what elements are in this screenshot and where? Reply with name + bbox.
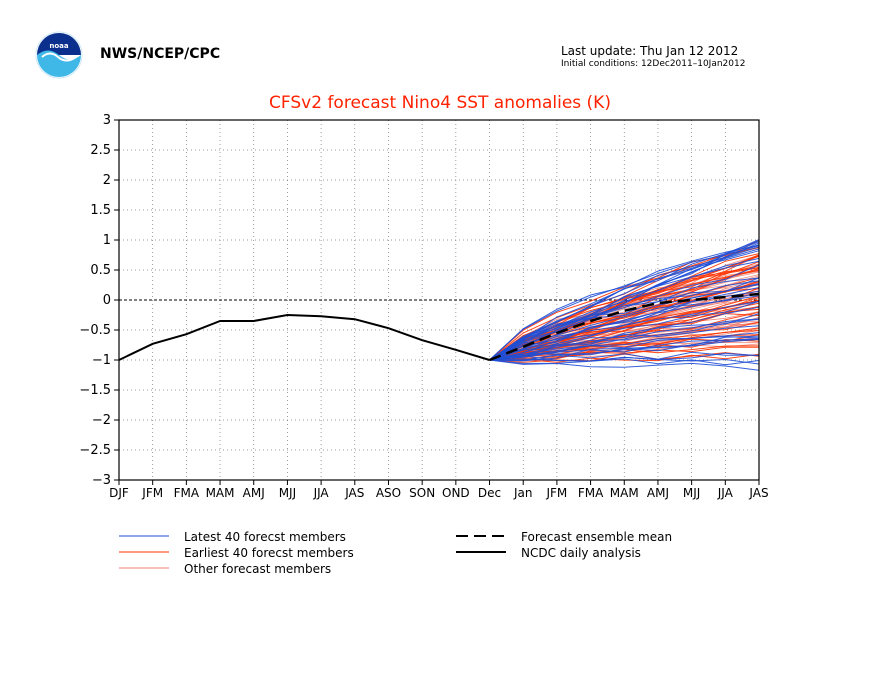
x-tick-label: JFM bbox=[141, 486, 163, 500]
y-tick-label: −1.5 bbox=[79, 383, 111, 398]
ensemble-member-line bbox=[489, 245, 760, 361]
ensemble-member-line bbox=[489, 332, 760, 361]
analysis-line bbox=[118, 313, 490, 361]
y-tick-label: −3 bbox=[92, 473, 111, 488]
y-tick-label: 0.5 bbox=[90, 263, 111, 278]
y-tick-label: −2.5 bbox=[79, 443, 111, 458]
x-tick-label: MJJ bbox=[279, 486, 296, 500]
svg-text:noaa: noaa bbox=[49, 42, 69, 50]
x-tick-label: JJA bbox=[313, 486, 330, 500]
ensemble-member-line bbox=[489, 244, 760, 361]
legend-label: Earliest 40 forecst members bbox=[184, 546, 354, 560]
x-tick-label: DJF bbox=[109, 486, 129, 500]
x-tick-label: MAM bbox=[610, 486, 639, 500]
x-tick-label: OND bbox=[442, 486, 470, 500]
ensemble-member-line bbox=[489, 300, 760, 361]
x-tick-label: JAS bbox=[748, 486, 768, 500]
ensemble-member-line bbox=[489, 287, 760, 361]
ensemble-member-line bbox=[489, 351, 760, 361]
x-tick-label: FMA bbox=[174, 486, 200, 500]
ensemble-member-line bbox=[489, 359, 760, 371]
x-tick-label: Dec bbox=[478, 486, 501, 500]
y-tick-label: 1 bbox=[103, 233, 111, 248]
member-group bbox=[489, 239, 760, 371]
ensemble-member-line bbox=[489, 295, 760, 361]
plot-frame bbox=[118, 119, 760, 481]
legend-label: Forecast ensemble mean bbox=[521, 530, 672, 544]
ensemble-member-line bbox=[489, 277, 760, 361]
x-tick-label: FMA bbox=[578, 486, 604, 500]
initial-conditions-label: Initial conditions: 12Dec2011–10Jan2012 bbox=[561, 59, 746, 69]
y-tick-label: 2.5 bbox=[90, 143, 111, 158]
y-tick-label: 0 bbox=[103, 293, 111, 308]
ensemble-member-line bbox=[489, 283, 760, 361]
ensemble-member-line bbox=[489, 318, 760, 361]
x-tick-label: JFM bbox=[545, 486, 567, 500]
x-tick-label: Jan bbox=[513, 486, 533, 500]
last-update-label: Last update: Thu Jan 12 2012 bbox=[561, 44, 739, 58]
ensemble-mean-line bbox=[489, 292, 760, 362]
x-tick-label: JJA bbox=[717, 486, 734, 500]
ensemble-member-line bbox=[489, 336, 760, 361]
x-tick-label: MJJ bbox=[683, 486, 700, 500]
ensemble-member-line bbox=[489, 260, 760, 361]
noaa-logo-icon: noaa bbox=[35, 31, 83, 79]
x-tick-label: MAM bbox=[206, 486, 235, 500]
x-tick-label: ASO bbox=[376, 486, 401, 500]
org-label: NWS/NCEP/CPC bbox=[100, 46, 221, 62]
y-tick-label: −0.5 bbox=[79, 323, 111, 338]
legend-label: NCDC daily analysis bbox=[521, 546, 641, 560]
y-tick-label: 3 bbox=[103, 113, 111, 128]
x-tick-label: AMJ bbox=[243, 486, 265, 500]
y-tick-label: 1.5 bbox=[90, 203, 111, 218]
x-tick-label: JAS bbox=[344, 486, 364, 500]
legend-label: Other forecast members bbox=[184, 562, 331, 576]
ensemble-member-line bbox=[489, 352, 760, 362]
ensemble-member-line bbox=[489, 358, 760, 366]
legend-label: Latest 40 forecst members bbox=[184, 530, 346, 544]
ensemble-member-line bbox=[489, 306, 760, 361]
x-tick-label: AMJ bbox=[647, 486, 669, 500]
ensemble-member-line bbox=[489, 242, 760, 361]
chart-title: CFSv2 forecast Nino4 SST anomalies (K) bbox=[269, 93, 611, 113]
x-tick-label: SON bbox=[409, 486, 435, 500]
ensemble-member-line bbox=[489, 313, 760, 361]
y-tick-label: −2 bbox=[92, 413, 111, 428]
ensemble-member-line bbox=[489, 325, 760, 361]
y-tick-label: −1 bbox=[92, 353, 111, 368]
y-tick-label: 2 bbox=[103, 173, 111, 188]
ensemble-member-line bbox=[489, 246, 760, 361]
